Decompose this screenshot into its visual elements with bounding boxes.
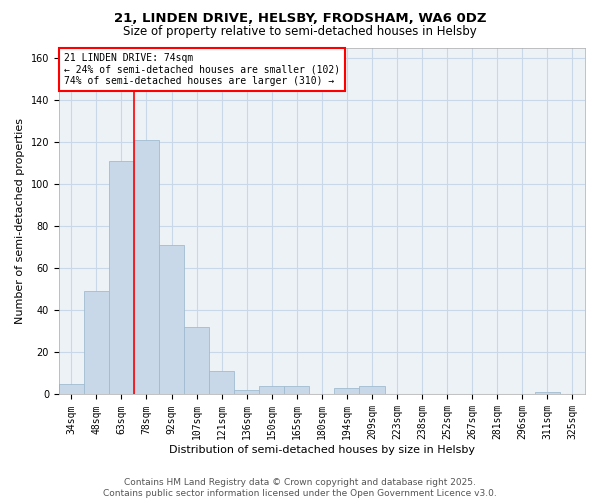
Bar: [59, 384, 84, 394]
Bar: [159, 245, 184, 394]
Text: 21 LINDEN DRIVE: 74sqm
← 24% of semi-detached houses are smaller (102)
74% of se: 21 LINDEN DRIVE: 74sqm ← 24% of semi-det…: [64, 52, 340, 86]
Bar: [334, 388, 359, 394]
Y-axis label: Number of semi-detached properties: Number of semi-detached properties: [15, 118, 25, 324]
Bar: [84, 292, 109, 395]
Bar: [284, 386, 310, 394]
Bar: [209, 372, 234, 394]
Bar: [359, 386, 385, 394]
Text: Size of property relative to semi-detached houses in Helsby: Size of property relative to semi-detach…: [123, 25, 477, 38]
X-axis label: Distribution of semi-detached houses by size in Helsby: Distribution of semi-detached houses by …: [169, 445, 475, 455]
Bar: [535, 392, 560, 394]
Bar: [184, 327, 209, 394]
Bar: [134, 140, 159, 394]
Text: 21, LINDEN DRIVE, HELSBY, FRODSHAM, WA6 0DZ: 21, LINDEN DRIVE, HELSBY, FRODSHAM, WA6 …: [114, 12, 486, 26]
Bar: [259, 386, 284, 394]
Text: Contains HM Land Registry data © Crown copyright and database right 2025.
Contai: Contains HM Land Registry data © Crown c…: [103, 478, 497, 498]
Bar: [109, 161, 134, 394]
Bar: [234, 390, 259, 394]
